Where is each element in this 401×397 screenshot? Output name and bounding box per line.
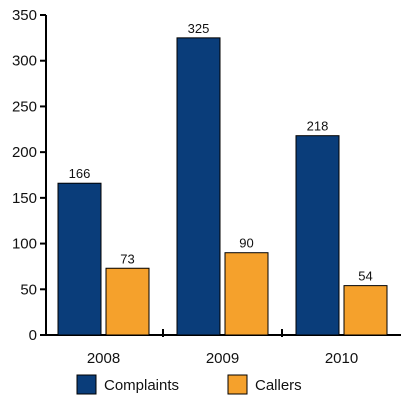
bar-callers-2009 (224, 252, 269, 336)
bar-complaints-2008 (57, 182, 102, 336)
y-tick-label: 250 (12, 98, 37, 115)
bar-complaints-2009 (176, 37, 221, 336)
x-tick-label: 2010 (325, 350, 358, 367)
data-label-callers-2009: 90 (239, 236, 253, 251)
axes: 0 50 100 150 200 250 300 350 2008 2009 2010 (12, 7, 401, 367)
legend: Complaints Callers (76, 374, 302, 395)
y-tick-label: 100 (12, 236, 37, 253)
data-label-callers-2010: 54 (358, 269, 372, 284)
data-label-complaints-2010: 218 (307, 119, 329, 134)
bar-callers-2010 (343, 285, 388, 336)
bars: 166 73 325 90 218 54 (57, 21, 388, 336)
data-label-complaints-2009: 325 (188, 21, 210, 36)
y-tick-label: 50 (20, 281, 37, 298)
y-tick-label: 150 (12, 190, 37, 207)
bar-complaints-2010 (295, 135, 340, 336)
y-tick-label: 0 (29, 327, 37, 344)
data-label-callers-2008: 73 (120, 251, 134, 266)
x-tick-label: 2008 (87, 350, 120, 367)
legend-swatch-complaints (76, 374, 97, 395)
bar-callers-2008 (105, 267, 150, 336)
data-label-complaints-2008: 166 (69, 166, 91, 181)
legend-swatch-callers (227, 374, 248, 395)
x-tick-label: 2009 (206, 350, 239, 367)
legend-label-complaints: Complaints (104, 377, 179, 394)
y-tick-label: 300 (12, 53, 37, 70)
y-tick-label: 200 (12, 144, 37, 161)
legend-label-callers: Callers (255, 377, 302, 394)
y-tick-label: 350 (12, 7, 37, 24)
